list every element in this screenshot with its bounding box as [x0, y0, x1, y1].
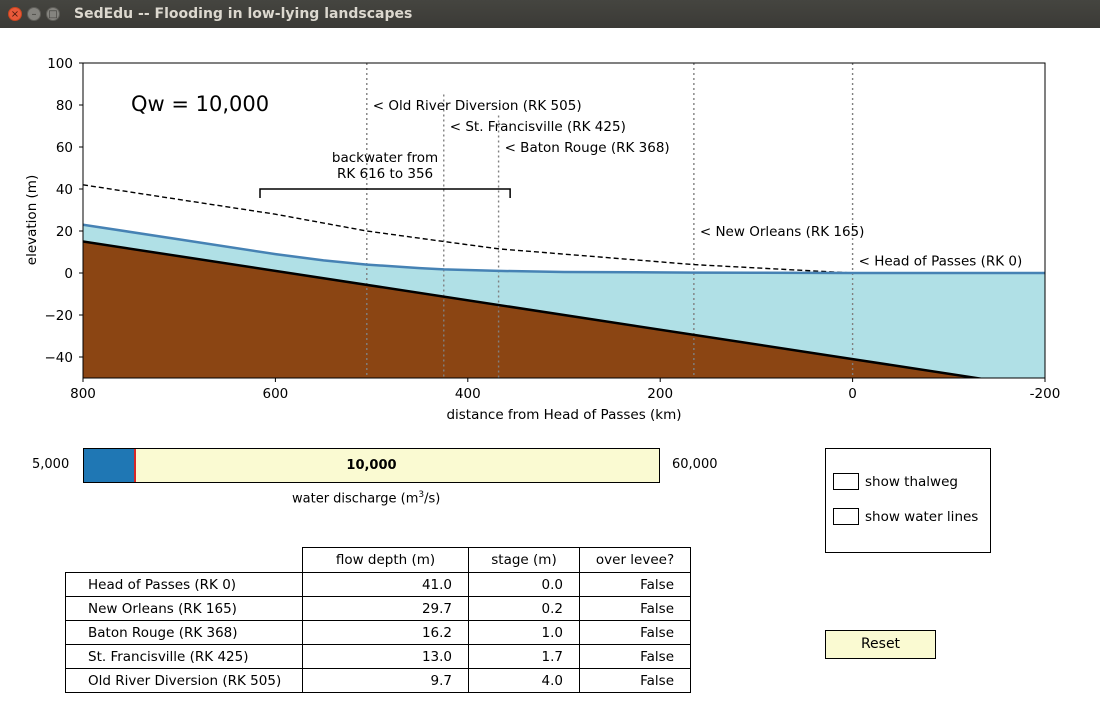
- options-panel: show thalweg show water lines: [825, 448, 991, 553]
- header-flow-depth: flow depth (m): [302, 547, 469, 573]
- header-over-levee: over levee?: [579, 547, 691, 573]
- backwater-bracket: backwater from RK 616 to 356: [259, 150, 511, 198]
- show-thalweg-checkbox[interactable]: [833, 473, 859, 490]
- axes-frame: [82, 62, 1046, 379]
- table-row: Baton Rouge (RK 368) 16.2 1.0 False: [65, 620, 691, 645]
- table-header-row: flow depth (m) stage (m) over levee?: [66, 547, 691, 573]
- row-location: Head of Passes (RK 0): [65, 572, 303, 597]
- y-tick-label: −40: [45, 350, 74, 366]
- row-location: Old River Diversion (RK 505): [65, 668, 303, 693]
- show-water-lines-option[interactable]: show water lines: [833, 508, 978, 525]
- row-stage: 1.0: [468, 620, 580, 645]
- header-stage: stage (m): [468, 547, 580, 573]
- row-flow-depth: 13.0: [302, 644, 469, 669]
- table-row: New Orleans (RK 165) 29.7 0.2 False: [65, 596, 691, 621]
- slider-value: 10,000: [346, 458, 397, 473]
- y-axis-label: elevation (m): [24, 175, 40, 265]
- y-tick-label: 100: [47, 56, 73, 72]
- discharge-annotation: Qw = 10,000: [131, 92, 269, 116]
- x-tick-label: -200: [1030, 386, 1061, 402]
- row-over-levee: False: [579, 620, 691, 645]
- y-tick-label: 80: [56, 98, 73, 114]
- x-tick-label: 200: [647, 386, 673, 402]
- row-stage: 0.2: [468, 596, 580, 621]
- y-tick-label: −20: [45, 308, 74, 324]
- row-stage: 0.0: [468, 572, 580, 597]
- y-tick-label: 0: [64, 266, 73, 282]
- x-tick-label: 400: [455, 386, 481, 402]
- row-flow-depth: 29.7: [302, 596, 469, 621]
- y-tick-label: 40: [56, 182, 73, 198]
- backwater-label-line2: RK 616 to 356: [337, 166, 433, 182]
- slider-fill[interactable]: [84, 449, 137, 482]
- show-water-lines-label: show water lines: [865, 508, 979, 525]
- slider-caption-exponent: 3: [418, 490, 425, 500]
- close-button[interactable]: ×: [8, 7, 22, 21]
- row-flow-depth: 41.0: [302, 572, 469, 597]
- row-flow-depth: 16.2: [302, 620, 469, 645]
- x-tick-label: 0: [848, 386, 857, 402]
- y-tick-label: 60: [56, 140, 73, 156]
- elevation-profile-chart: < Old River Diversion (RK 505) < St. Fran…: [24, 56, 1061, 423]
- row-over-levee: False: [579, 596, 691, 621]
- window-title: SedEdu -- Flooding in low-lying landscap…: [74, 6, 413, 22]
- reset-button[interactable]: Reset: [825, 630, 936, 659]
- row-flow-depth: 9.7: [302, 668, 469, 693]
- table-row: Head of Passes (RK 0) 41.0 0.0 False: [65, 572, 691, 597]
- slider-caption-end: /s): [424, 491, 441, 507]
- row-location: New Orleans (RK 165): [65, 596, 303, 621]
- show-water-lines-checkbox[interactable]: [833, 508, 859, 525]
- maximize-button[interactable]: □: [46, 7, 60, 21]
- backwater-label-line1: backwater from: [332, 150, 438, 166]
- marker-label: < Old River Diversion (RK 505): [373, 98, 582, 114]
- slider-min-label: 5,000: [32, 457, 70, 472]
- marker-label: < St. Francisville (RK 425): [450, 119, 626, 135]
- discharge-slider[interactable]: 10,000: [83, 448, 660, 483]
- x-axis-label: distance from Head of Passes (km): [446, 407, 681, 423]
- show-thalweg-label: show thalweg: [865, 473, 958, 490]
- results-table: flow depth (m) stage (m) over levee? Hea…: [65, 547, 691, 693]
- row-location: Baton Rouge (RK 368): [65, 620, 303, 645]
- row-stage: 1.7: [468, 644, 580, 669]
- slider-caption: water discharge (m3/s): [292, 490, 440, 506]
- table-row: Old River Diversion (RK 505) 9.7 4.0 Fal…: [65, 668, 691, 693]
- table-row: St. Francisville (RK 425) 13.0 1.7 False: [65, 644, 691, 669]
- row-location: St. Francisville (RK 425): [65, 644, 303, 669]
- show-thalweg-option[interactable]: show thalweg: [833, 473, 958, 490]
- riverbed-line: [83, 240, 985, 378]
- table-corner: [66, 548, 303, 573]
- row-over-levee: False: [579, 572, 691, 597]
- minimize-button[interactable]: –: [27, 7, 41, 21]
- levee-line: [83, 184, 853, 274]
- marker-label: < Baton Rouge (RK 368): [505, 140, 670, 156]
- row-over-levee: False: [579, 668, 691, 693]
- title-bar: × – □ SedEdu -- Flooding in low-lying la…: [0, 0, 1100, 28]
- x-tick-label: 800: [70, 386, 96, 402]
- marker-label: < New Orleans (RK 165): [700, 224, 865, 240]
- slider-max-label: 60,000: [672, 457, 718, 472]
- slider-caption-text: water discharge (m: [292, 491, 419, 507]
- water-surface-line: [83, 223, 1045, 275]
- x-tick-label: 600: [263, 386, 289, 402]
- marker-label: < Head of Passes (RK 0): [859, 253, 1023, 269]
- row-stage: 4.0: [468, 668, 580, 693]
- y-tick-label: 20: [56, 224, 73, 240]
- row-over-levee: False: [579, 644, 691, 669]
